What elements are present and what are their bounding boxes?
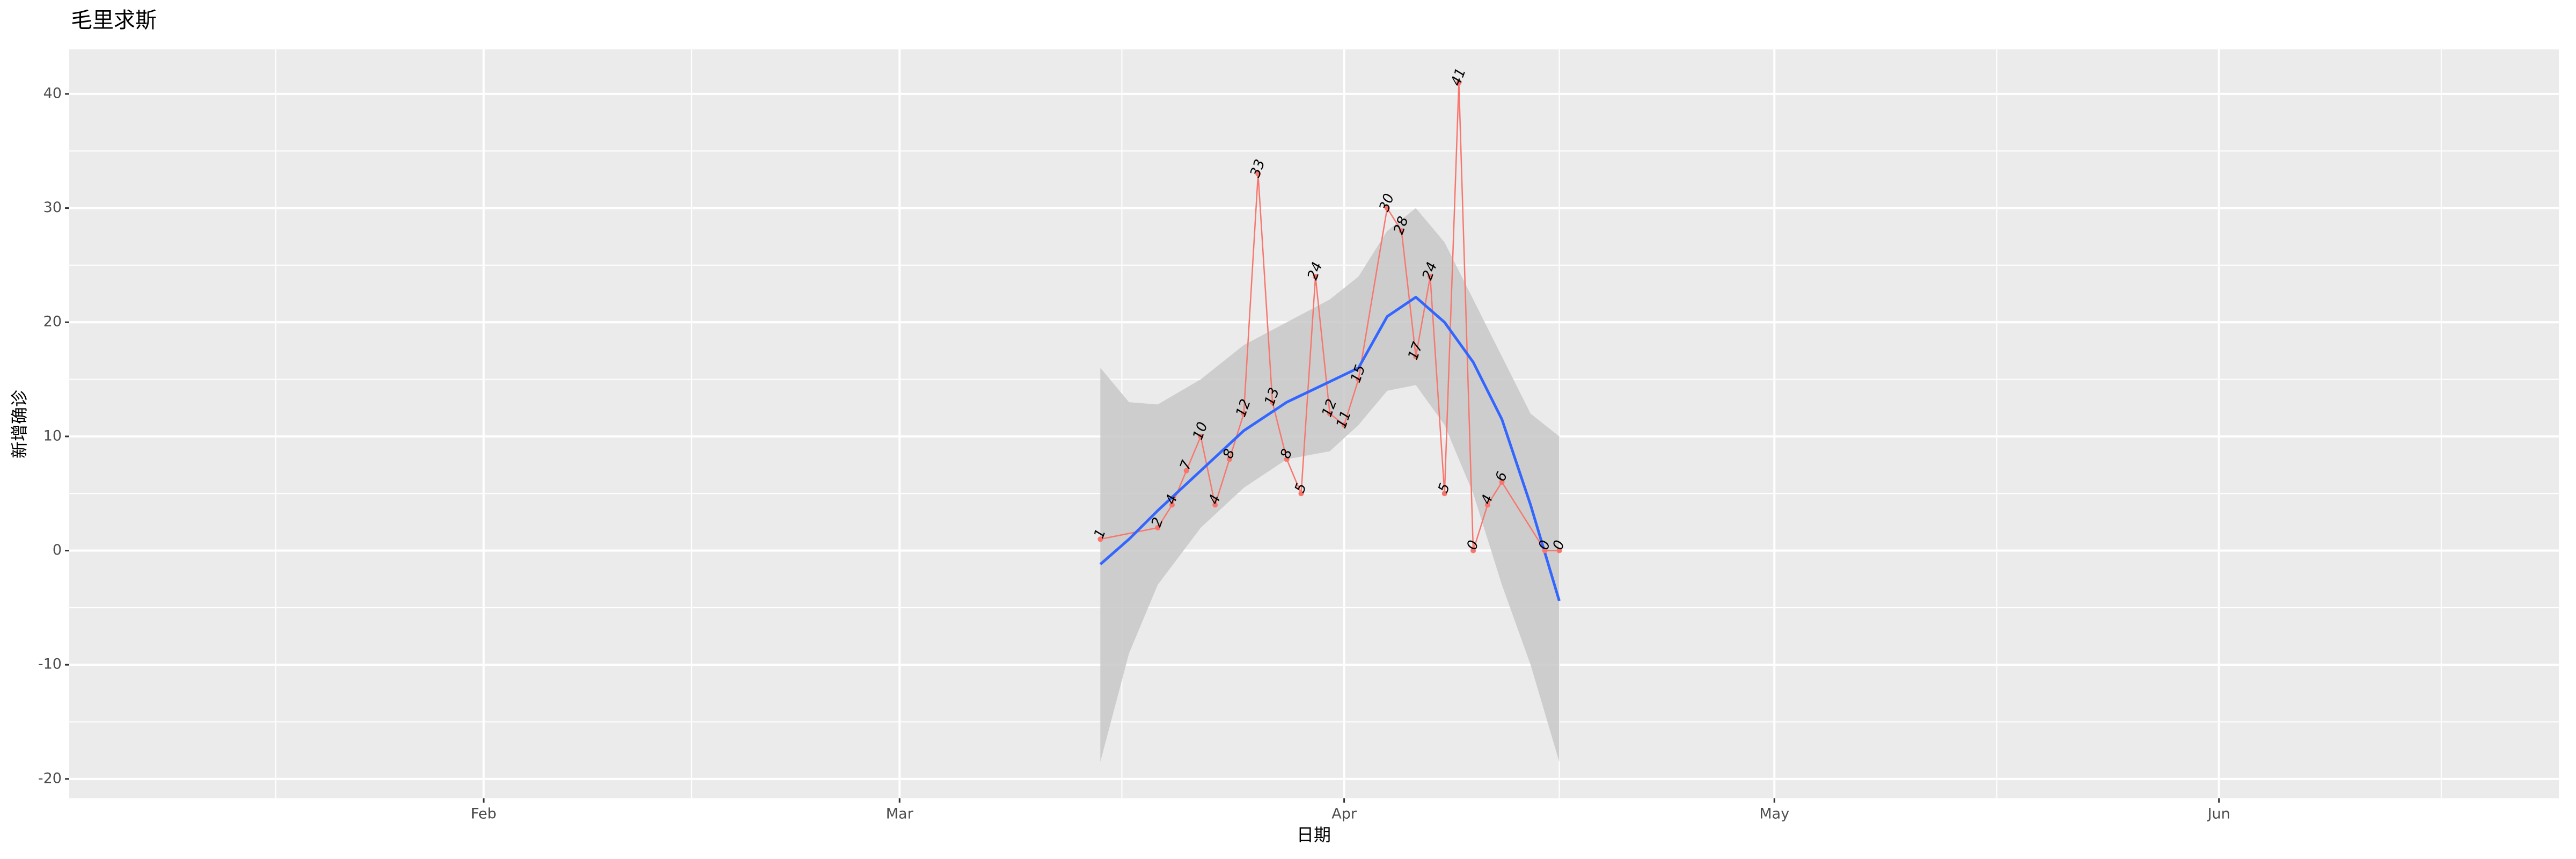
data-point (1470, 548, 1476, 554)
data-point (1284, 456, 1290, 462)
data-point (1556, 548, 1562, 554)
data-point (1356, 376, 1362, 382)
data-point (1499, 479, 1505, 485)
data-point (1384, 205, 1390, 211)
data-point (1097, 536, 1103, 542)
x-tick-label: Apr (1331, 806, 1357, 822)
data-point (1255, 171, 1261, 177)
data-point (1327, 411, 1333, 417)
x-tick-label: May (1759, 806, 1789, 822)
data-point (1270, 399, 1276, 405)
data-point (1456, 79, 1462, 85)
data-point (1399, 228, 1404, 234)
data-point (1341, 422, 1347, 428)
data-point (1542, 548, 1548, 554)
chart-title: 毛里求斯 (71, 8, 157, 33)
data-point (1427, 274, 1433, 280)
data-point (1198, 433, 1204, 439)
x-tick-label: Feb (471, 806, 496, 822)
data-point (1413, 354, 1419, 360)
data-point (1212, 502, 1218, 508)
x-axis-label: 日期 (1297, 825, 1331, 845)
y-tick-label: 40 (43, 85, 62, 101)
data-point (1155, 525, 1161, 531)
y-tick-label: -20 (38, 770, 62, 787)
y-tick-label: -10 (38, 656, 62, 673)
data-point (1441, 491, 1447, 497)
x-tick-label: Jun (2207, 806, 2230, 822)
y-tick-label: 10 (43, 427, 62, 444)
data-point (1313, 274, 1319, 280)
data-point (1226, 456, 1232, 462)
data-point (1298, 491, 1304, 497)
y-tick-label: 30 (43, 199, 62, 216)
y-tick-label: 0 (53, 542, 62, 558)
smooth-line (1099, 295, 1561, 601)
y-axis-label: 新增确诊 (9, 390, 30, 458)
data-point (1169, 502, 1175, 508)
data-point (1484, 502, 1490, 508)
x-tick-label: Mar (886, 806, 914, 822)
confidence-band (1100, 208, 1560, 762)
data-point (1183, 468, 1189, 474)
y-tick-label: 20 (43, 314, 62, 330)
data-point (1241, 411, 1247, 417)
